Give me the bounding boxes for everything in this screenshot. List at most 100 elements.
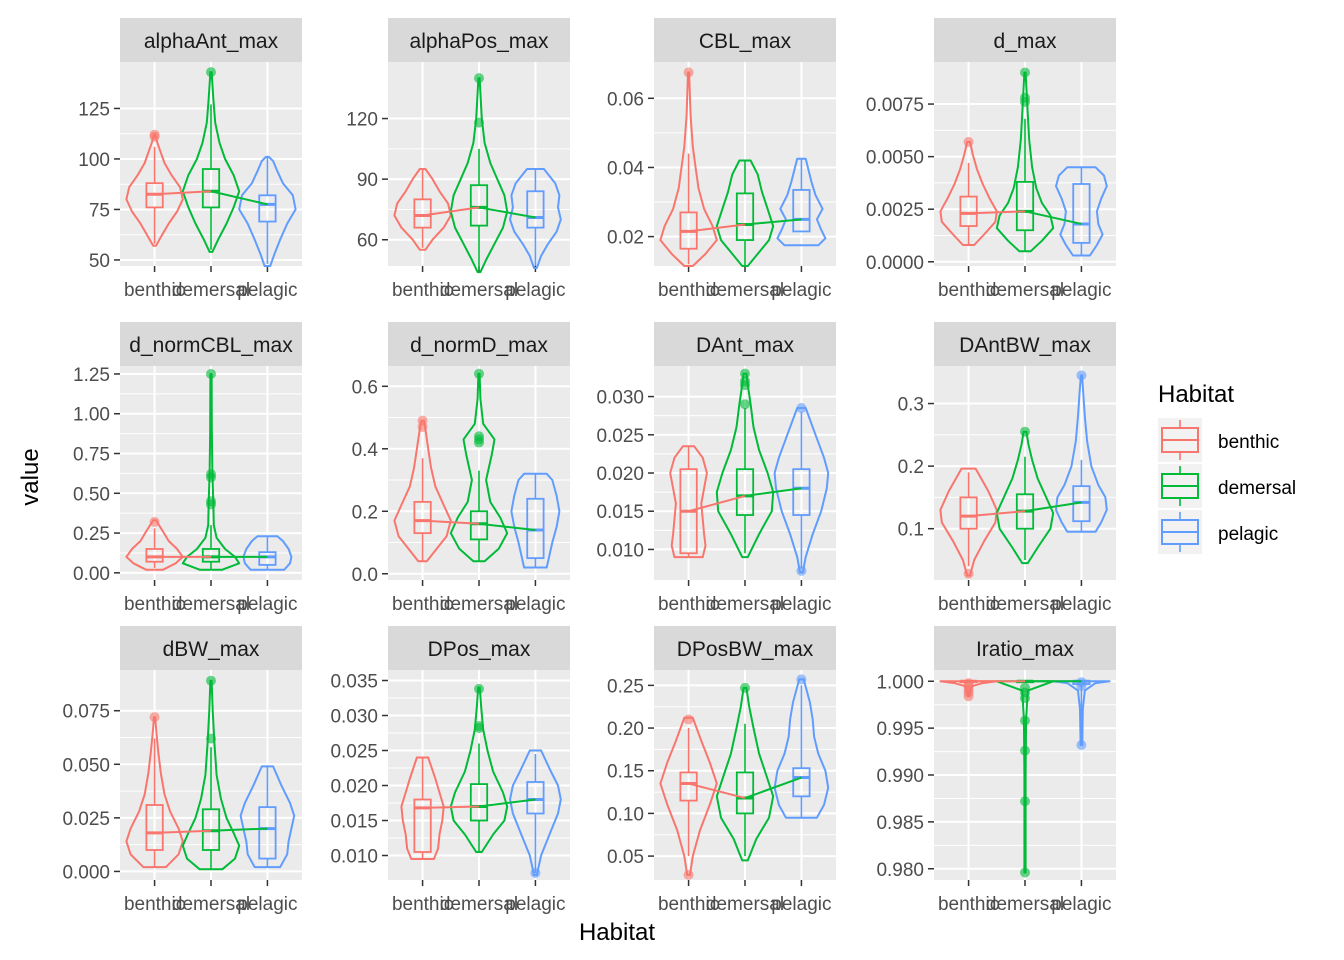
violin-benthic [939, 467, 998, 577]
violin-benthic [400, 756, 445, 860]
median-connector [968, 210, 1026, 215]
x-tick-label: demersal [986, 280, 1064, 301]
facet-strip [654, 18, 836, 62]
outlier-point [1076, 370, 1087, 381]
x-tick-label: pelagic [505, 594, 565, 615]
outlier-point [474, 368, 484, 379]
y-tick-label: 0.025 [62, 809, 110, 830]
outlier-point [1076, 740, 1087, 750]
y-tick-label: 1.000 [876, 672, 924, 693]
x-tick-label: benthic [938, 594, 999, 615]
facet-panel: alphaPos_max 60 90 120 benthicdemersalpelagi… [346, 18, 570, 301]
outlier-point [474, 431, 484, 442]
legend: Habitat benthic demersal pelagic [1158, 381, 1296, 554]
facet-title: DAntBW_max [959, 334, 1091, 357]
y-tick-label: 0.0 [352, 565, 378, 586]
median-connector [1024, 210, 1082, 225]
outlier-point [1020, 67, 1030, 78]
violin-benthic [393, 168, 452, 251]
outlier-point [1020, 796, 1030, 807]
x-tick-label: demersal [986, 894, 1064, 915]
y-tick-label: 0.020 [330, 777, 378, 798]
x-tick-label: benthic [658, 594, 719, 615]
y-tick-label: 0.2 [898, 457, 924, 478]
x-tick-label: benthic [124, 594, 185, 615]
box-pelagic [258, 194, 277, 223]
box-demersal [735, 468, 755, 516]
box-demersal [201, 168, 221, 209]
y-tick-label: 0.050 [62, 755, 110, 776]
median-connector [154, 190, 212, 196]
median-connector [744, 776, 802, 799]
y-tick-label: 0.990 [876, 766, 924, 787]
box-pelagic [792, 189, 811, 233]
y-tick-label: 0.4 [352, 440, 379, 461]
box-pelagic [1072, 183, 1091, 244]
facet-title: DPos_max [428, 638, 531, 661]
y-tick-label: 0.25 [607, 676, 644, 697]
y-tick-label: 0.995 [876, 719, 924, 740]
median-connector [210, 190, 268, 206]
y-tick-label: 0.10 [607, 804, 644, 825]
box-benthic [959, 195, 978, 227]
facet-strip [934, 322, 1116, 366]
y-tick-label: 0.06 [607, 89, 644, 110]
outlier-point [206, 496, 216, 507]
y-tick-label: 0.020 [596, 464, 644, 485]
x-tick-label: demersal [440, 594, 518, 615]
median-connector [422, 805, 480, 809]
outlier-point [683, 714, 694, 725]
outlier-point [796, 403, 807, 414]
box-demersal [469, 184, 489, 227]
median-connector [688, 494, 746, 513]
x-tick-label: benthic [124, 894, 185, 915]
y-tick-label: 0.1 [898, 520, 924, 541]
box-benthic [959, 496, 978, 530]
legend-entry-demersal: demersal [1158, 464, 1296, 508]
facet-strip [654, 626, 836, 670]
x-axis-title: Habitat [579, 919, 655, 946]
facet-title: DAnt_max [696, 334, 795, 357]
facet-strip [120, 18, 302, 62]
outlier-point [1020, 745, 1030, 756]
facet-strip [388, 322, 570, 366]
facet-panel: dBW_max 0.000 0.025 0.050 0.075 benthicdemers… [62, 626, 302, 915]
facet-panel: DAnt_max 0.010 0.015 0.020 0.025 0.030 benthic… [596, 322, 836, 615]
y-tick-label: 0.015 [596, 502, 644, 523]
box-pelagic [792, 767, 811, 798]
outlier-point [206, 675, 216, 686]
box-pelagic [258, 806, 277, 860]
box-pelagic [526, 190, 545, 229]
x-tick-label: pelagic [505, 280, 565, 301]
x-tick-label: pelagic [237, 594, 297, 615]
median-connector [968, 510, 1026, 518]
median-connector [688, 223, 746, 233]
y-tick-label: 0.3 [898, 395, 924, 416]
median-connector [688, 782, 746, 800]
outlier-point [474, 721, 484, 731]
x-tick-label: demersal [172, 894, 250, 915]
x-tick-label: benthic [392, 894, 453, 915]
outlier-point [683, 67, 694, 78]
x-tick-label: pelagic [1051, 280, 1111, 301]
y-tick-label: 0.2 [352, 502, 378, 523]
box-pelagic [526, 781, 545, 815]
y-tick-label: 0.15 [607, 762, 644, 783]
outlier-point [740, 399, 750, 410]
x-tick-label: demersal [172, 280, 250, 301]
y-tick-label: 0.980 [876, 860, 924, 881]
facet-panel: d_max 0.0000 0.0025 0.0050 0.0075 benthicdeme… [866, 18, 1116, 301]
y-tick-label: 60 [357, 231, 378, 252]
x-tick-label: pelagic [771, 894, 831, 915]
median-connector [478, 798, 536, 808]
x-tick-label: pelagic [771, 594, 831, 615]
y-tick-label: 1.25 [73, 365, 110, 386]
y-tick-label: 1.00 [73, 405, 110, 426]
median-connector [422, 206, 480, 217]
y-tick-label: 0.04 [607, 158, 644, 179]
legend-label: pelagic [1218, 524, 1278, 545]
outlier-point [474, 683, 484, 694]
median-connector [478, 206, 536, 219]
y-tick-label: 125 [78, 99, 110, 120]
x-tick-label: demersal [706, 894, 784, 915]
